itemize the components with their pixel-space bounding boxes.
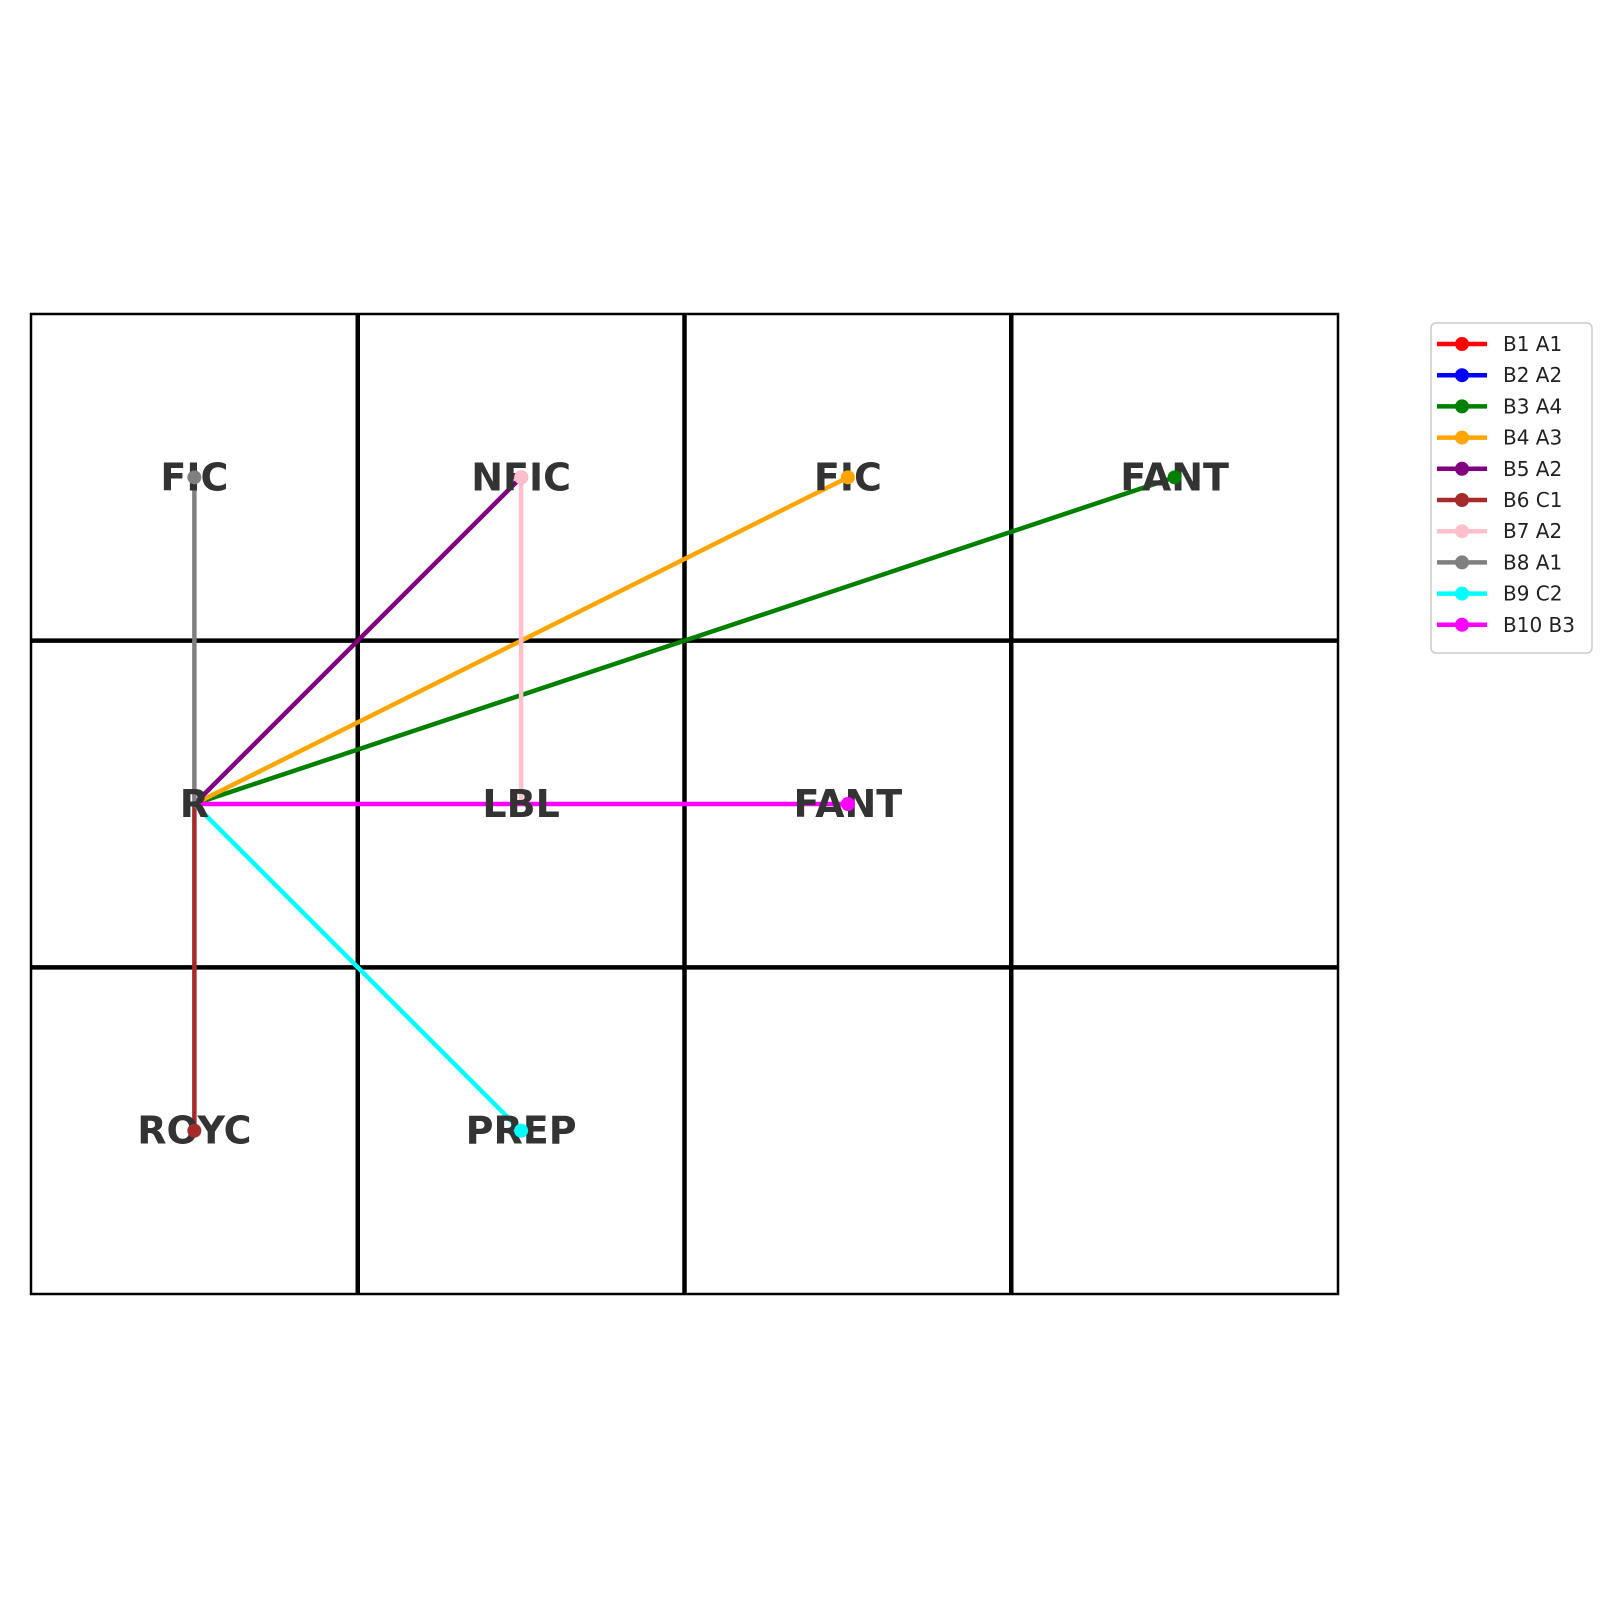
- legend-swatch-marker: [1455, 555, 1469, 570]
- legend-swatch-marker: [1455, 586, 1469, 601]
- legend-label: B2 A2: [1503, 363, 1562, 387]
- legend-label: B10 B3: [1503, 613, 1575, 637]
- legend-swatch-marker: [1455, 461, 1469, 476]
- connection-line-b3-a4: [192, 475, 1177, 807]
- legend-swatch-marker: [1455, 368, 1469, 383]
- connection-lines-layer: [192, 475, 1177, 1133]
- legend-label: B5 A2: [1503, 457, 1562, 481]
- legend-entry-b8-a1: B8 A1: [1437, 550, 1562, 574]
- legend-swatch-marker: [1455, 524, 1469, 539]
- legend-swatch-marker: [1455, 337, 1469, 351]
- legend-label: B7 A2: [1503, 519, 1562, 543]
- connection-line-b5-a2: [192, 475, 524, 807]
- legend-label: B3 A4: [1503, 394, 1562, 418]
- legend-entry-b9-c2: B9 C2: [1437, 582, 1563, 606]
- connection-line-b9-c2: [192, 801, 524, 1133]
- legend-entry-b10-b3: B10 B3: [1437, 613, 1575, 637]
- legend-label: B4 A3: [1503, 426, 1562, 450]
- cell-label-b2: LBL: [482, 782, 559, 826]
- legend-entry-b2-a2: B2 A2: [1437, 363, 1562, 387]
- legend-swatch-marker: [1455, 430, 1469, 445]
- endpoint-marker-b9-c2: [514, 1123, 529, 1138]
- legend-entry-b6-c1: B6 C1: [1437, 488, 1563, 512]
- legend-label: B8 A1: [1503, 550, 1562, 574]
- legend-swatch-marker: [1455, 399, 1469, 414]
- legend-entry-b1-a1: B1 A1: [1437, 332, 1562, 356]
- endpoint-marker-b7-a2: [514, 470, 529, 485]
- endpoint-marker-b4-a3: [840, 470, 855, 485]
- legend-label: B9 C2: [1503, 582, 1563, 606]
- legend-label: B6 C1: [1503, 488, 1563, 512]
- endpoint-marker-b10-b3: [840, 797, 855, 811]
- endpoint-marker-b6-c1: [187, 1123, 202, 1138]
- legend-swatch-marker: [1455, 617, 1469, 632]
- legend-entry-b5-a2: B5 A2: [1437, 457, 1562, 481]
- endpoint-marker-b3-a4: [1167, 470, 1182, 485]
- legend: B1 A1 B2 A2 B3 A4 B4 A3 B5 A2 B6 C1 B7 A2 B8 A1…: [1430, 322, 1593, 654]
- legend-entry-b7-a2: B7 A2: [1437, 519, 1562, 543]
- legend-entry-b3-a4: B3 A4: [1437, 394, 1562, 418]
- grid-layer: [29, 312, 1340, 1296]
- cell-label-b1: R: [180, 782, 209, 826]
- endpoint-marker-b8-a1: [187, 470, 202, 485]
- endpoint-markers-layer: [187, 470, 1182, 1138]
- legend-swatch-marker: [1455, 493, 1469, 507]
- legend-entry-b4-a3: B4 A3: [1437, 426, 1562, 450]
- legend-label: B1 A1: [1503, 332, 1562, 356]
